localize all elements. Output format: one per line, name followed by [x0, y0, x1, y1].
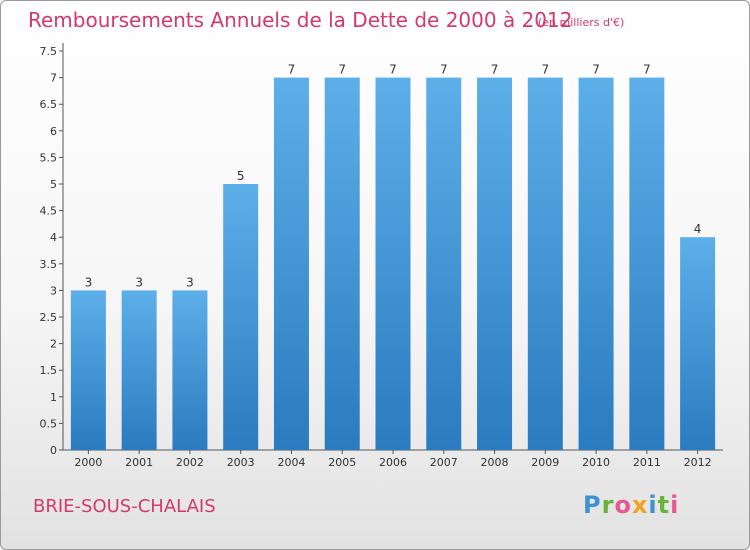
- bar: [527, 77, 563, 450]
- bar: [121, 290, 157, 450]
- y-tick-label: 7.5: [40, 45, 58, 58]
- bar: [172, 290, 208, 450]
- x-tick-label: 2001: [125, 456, 153, 469]
- y-tick-label: 7: [50, 72, 57, 85]
- bar-value-label: 3: [186, 275, 194, 289]
- chart-unit: (en milliers d'€): [538, 16, 625, 29]
- bar: [680, 237, 716, 450]
- bar: [578, 77, 614, 450]
- bar-value-label: 5: [237, 169, 245, 183]
- y-tick-label: 2.5: [40, 311, 58, 324]
- bar-value-label: 7: [440, 63, 448, 77]
- x-tick-label: 2004: [277, 456, 305, 469]
- y-tick-label: 0.5: [40, 417, 58, 430]
- y-tick-label: 2: [50, 338, 57, 351]
- bar-value-label: 7: [592, 63, 600, 77]
- x-tick-label: 2002: [176, 456, 204, 469]
- x-tick-label: 2012: [684, 456, 712, 469]
- bar-value-label: 4: [694, 222, 702, 236]
- bar-value-label: 7: [491, 63, 499, 77]
- y-tick-label: 6: [50, 125, 57, 138]
- bar: [426, 77, 462, 450]
- bar-value-label: 7: [389, 63, 397, 77]
- bar-value-label: 3: [85, 275, 93, 289]
- bar-value-label: 7: [541, 63, 549, 77]
- bar: [375, 77, 411, 450]
- bar-value-label: 3: [135, 275, 143, 289]
- x-tick-label: 2008: [481, 456, 509, 469]
- x-tick-label: 2011: [633, 456, 661, 469]
- x-tick-label: 2000: [74, 456, 102, 469]
- commune-name: BRIE-SOUS-CHALAIS: [33, 496, 216, 517]
- y-tick-label: 4: [50, 231, 57, 244]
- bar: [223, 184, 259, 450]
- x-tick-label: 2006: [379, 456, 407, 469]
- bar-value-label: 7: [288, 63, 296, 77]
- bar-value-label: 7: [338, 63, 346, 77]
- bar: [324, 77, 360, 450]
- y-tick-label: 3.5: [40, 258, 58, 271]
- bar: [477, 77, 513, 450]
- y-tick-label: 6.5: [40, 98, 58, 111]
- chart-title: Remboursements Annuels de la Dette de 20…: [28, 8, 573, 32]
- x-tick-label: 2010: [582, 456, 610, 469]
- x-tick-label: 2009: [531, 456, 559, 469]
- x-tick-label: 2007: [430, 456, 458, 469]
- y-tick-label: 4.5: [40, 205, 58, 218]
- bar: [629, 77, 665, 450]
- bar: [273, 77, 309, 450]
- y-tick-label: 3: [50, 284, 57, 297]
- y-tick-label: 1: [50, 391, 57, 404]
- y-tick-label: 5.5: [40, 151, 58, 164]
- bar: [70, 290, 106, 450]
- y-tick-label: 1.5: [40, 364, 58, 377]
- y-tick-label: 0: [50, 444, 57, 457]
- x-tick-label: 2003: [227, 456, 255, 469]
- bar-value-label: 7: [643, 63, 651, 77]
- proxiti-logo: Proxiti: [583, 491, 680, 519]
- y-tick-label: 5: [50, 178, 57, 191]
- x-tick-label: 2005: [328, 456, 356, 469]
